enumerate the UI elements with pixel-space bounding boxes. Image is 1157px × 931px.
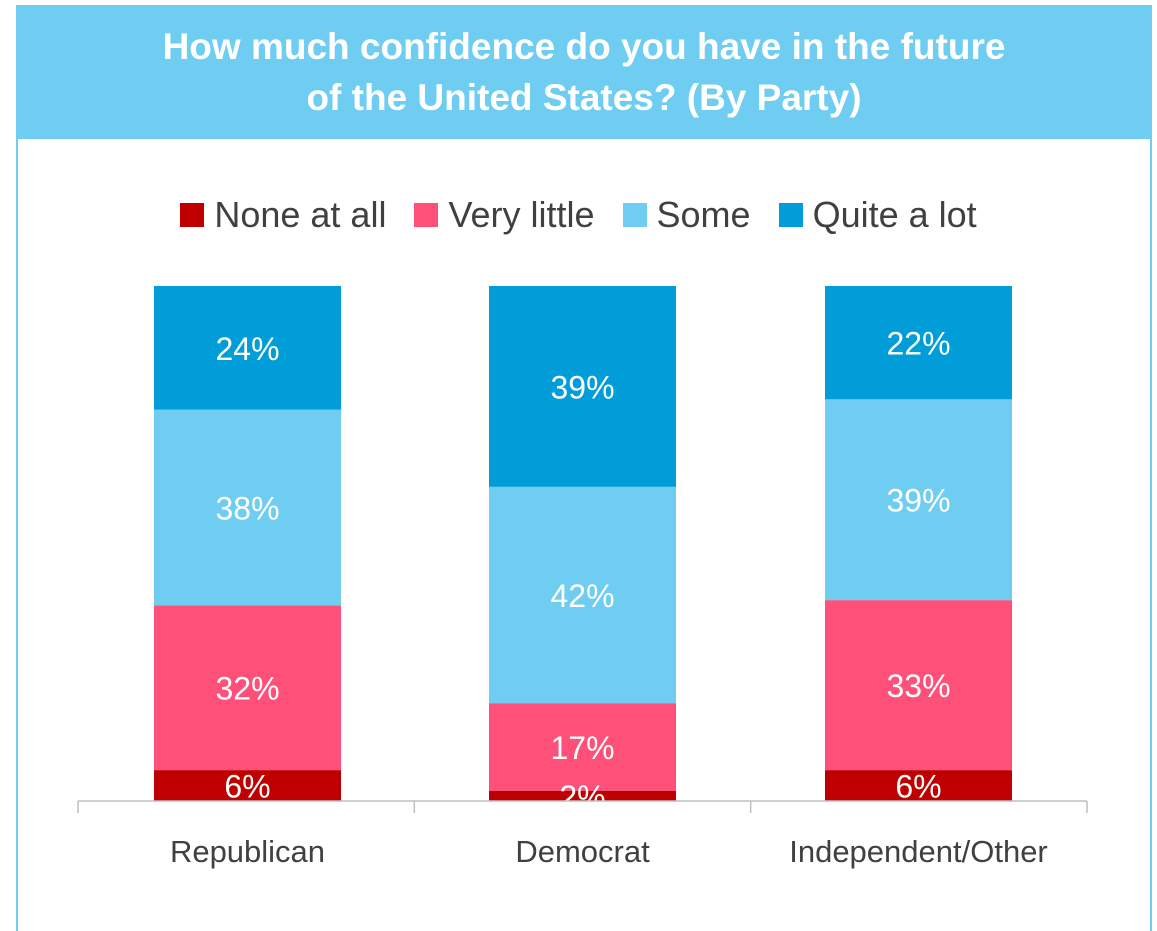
bar-segments bbox=[154, 286, 1012, 801]
legend-swatch-none-at-all bbox=[180, 203, 205, 227]
data-label-independent-other-very-little: 33% bbox=[886, 668, 950, 704]
legend-label-some: Some bbox=[656, 194, 751, 235]
legend-label-very-little: Very little bbox=[448, 194, 595, 235]
category-labels: Republican Democrat Independent/Other bbox=[170, 834, 1048, 869]
segment-labels: 6%32%38%24%2%17%42%39%6%33%39%22% bbox=[215, 326, 950, 815]
bar-independent-other-none-at-all bbox=[825, 770, 1012, 801]
data-label-democrat-some: 42% bbox=[550, 578, 614, 614]
title-banner: How much confidence do you have in the f… bbox=[16, 5, 1152, 139]
legend-label-none-at-all: None at all bbox=[214, 194, 387, 235]
x-axis bbox=[60, 800, 1100, 827]
data-label-democrat-quite-a-lot: 39% bbox=[550, 369, 614, 405]
category-label-independent-other: Independent/Other bbox=[789, 834, 1048, 869]
bar-independent-other-very-little bbox=[825, 600, 1012, 771]
data-label-republican-none-at-all: 6% bbox=[224, 769, 270, 805]
legend: None at all Very little Some Quite a lot bbox=[0, 190, 1157, 240]
bar-republican-very-little bbox=[154, 605, 341, 771]
bar-republican-none-at-all bbox=[154, 770, 341, 801]
legend-item-quite-a-lot: Quite a lot bbox=[778, 194, 977, 236]
bar-republican-quite-a-lot bbox=[154, 286, 341, 410]
data-label-democrat-very-little: 17% bbox=[550, 730, 614, 766]
legend-label-quite-a-lot: Quite a lot bbox=[812, 194, 977, 235]
data-label-republican-very-little: 32% bbox=[215, 671, 279, 707]
bar-independent-other-some bbox=[825, 399, 1012, 601]
axis-mask bbox=[60, 802, 1100, 827]
legend-swatch-quite-a-lot bbox=[778, 203, 803, 227]
legend-item-very-little: Very little bbox=[414, 194, 595, 236]
legend-swatch-some bbox=[622, 203, 647, 227]
legend-item-none-at-all: None at all bbox=[180, 194, 386, 236]
data-label-independent-other-some: 39% bbox=[886, 483, 950, 519]
chart-title: How much confidence do you have in the f… bbox=[162, 26, 1006, 118]
bar-democrat-some bbox=[489, 486, 676, 704]
bar-democrat-none-at-all bbox=[489, 790, 676, 801]
category-label-republican: Republican bbox=[170, 834, 325, 869]
bar-democrat-very-little bbox=[489, 703, 676, 791]
data-label-republican-some: 38% bbox=[215, 490, 279, 526]
bar-independent-other-quite-a-lot bbox=[825, 286, 1012, 400]
data-label-independent-other-none-at-all: 6% bbox=[895, 769, 941, 805]
legend-item-some: Some bbox=[622, 194, 751, 236]
data-label-republican-quite-a-lot: 24% bbox=[215, 331, 279, 367]
data-label-independent-other-quite-a-lot: 22% bbox=[886, 326, 950, 362]
legend-swatch-very-little bbox=[414, 203, 439, 227]
category-label-democrat: Democrat bbox=[515, 834, 650, 869]
bar-republican-some bbox=[154, 409, 341, 606]
bar-democrat-quite-a-lot bbox=[489, 286, 676, 487]
